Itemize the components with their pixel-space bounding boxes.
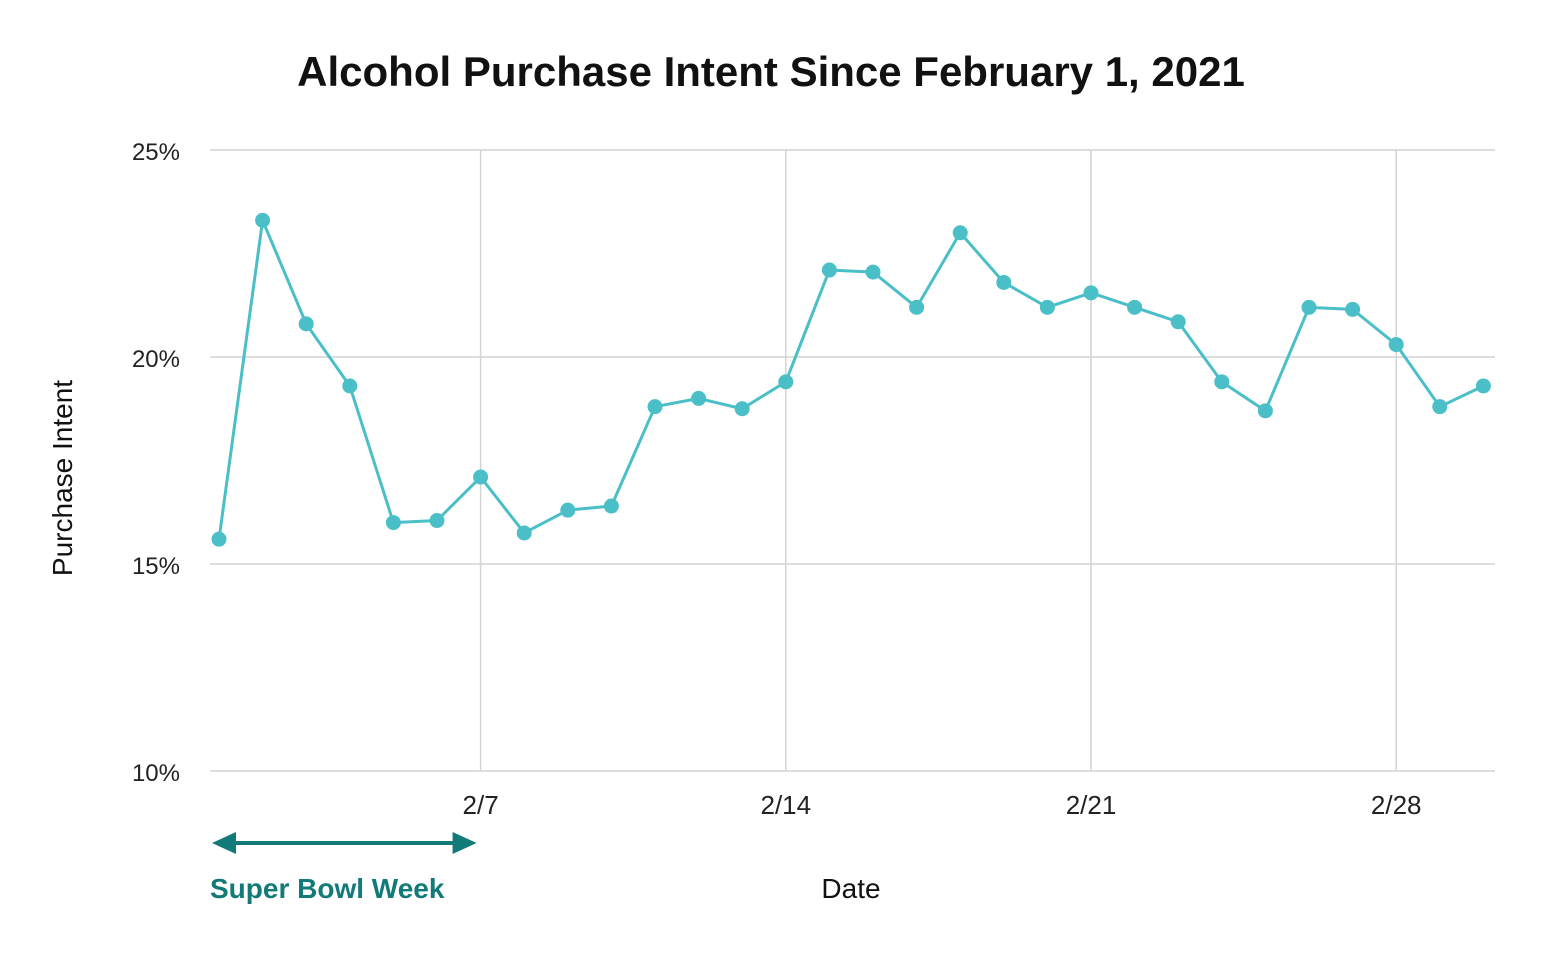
- data-point: [516, 525, 532, 541]
- data-point: [1345, 301, 1361, 317]
- data-point: [778, 374, 794, 390]
- x-tick-label: 2/14: [760, 790, 811, 820]
- data-point: [211, 531, 227, 547]
- data-point: [1127, 299, 1143, 315]
- data-point: [1388, 337, 1404, 353]
- series-line: [217, 218, 1485, 540]
- data-point: [255, 212, 271, 228]
- data-point: [1170, 314, 1186, 330]
- y-tick-label: 15%: [132, 553, 180, 580]
- y-axis-label: Purchase Intent: [47, 380, 78, 576]
- super-bowl-week-label: Super Bowl Week: [210, 873, 445, 904]
- data-point: [1214, 374, 1230, 390]
- super-bowl-week-annotation: Super Bowl Week: [210, 832, 477, 904]
- data-point: [342, 378, 358, 394]
- arrow-left-head: [212, 832, 236, 854]
- data-point: [385, 515, 401, 531]
- chart-title: Alcohol Purchase Intent Since February 1…: [297, 48, 1245, 95]
- data-point: [734, 401, 750, 417]
- data-point: [1039, 299, 1055, 315]
- x-tick-label: 2/28: [1371, 790, 1422, 820]
- data-point: [1257, 403, 1273, 419]
- data-point: [1083, 285, 1099, 301]
- data-point: [996, 274, 1012, 290]
- y-axis-ticks: 10% 15% 20% 25%: [132, 139, 180, 787]
- data-point: [647, 399, 663, 415]
- y-tick-label: 20%: [132, 346, 180, 373]
- data-point: [865, 264, 881, 280]
- data-point: [560, 502, 576, 518]
- data-point: [1475, 378, 1491, 394]
- data-point: [603, 498, 619, 514]
- x-tick-label: 2/21: [1066, 790, 1117, 820]
- data-point: [473, 469, 489, 485]
- x-axis-label: Date: [821, 873, 880, 904]
- y-tick-label: 25%: [132, 139, 180, 166]
- data-point: [298, 316, 314, 332]
- arrow-right-head: [452, 832, 477, 854]
- y-tick-label: 10%: [132, 760, 180, 787]
- data-point: [952, 225, 968, 241]
- data-point: [1432, 399, 1448, 415]
- grid-lines: [210, 149, 1495, 772]
- data-point: [429, 513, 445, 529]
- data-point: [1301, 299, 1317, 315]
- data-point: [691, 390, 707, 406]
- x-tick-label: 2/7: [463, 790, 499, 820]
- x-axis-ticks: 2/7 2/14 2/21 2/28: [463, 790, 1422, 820]
- series-purchase-intent: [211, 212, 1491, 547]
- data-point: [821, 262, 837, 278]
- data-point: [909, 299, 925, 315]
